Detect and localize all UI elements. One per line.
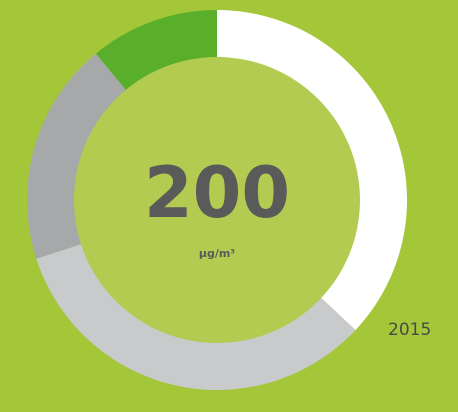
inner-circle — [74, 57, 360, 343]
center-value: 200 — [144, 152, 290, 234]
center-unit: µg/m³ — [199, 247, 235, 260]
year-label: 2015 — [388, 320, 431, 340]
